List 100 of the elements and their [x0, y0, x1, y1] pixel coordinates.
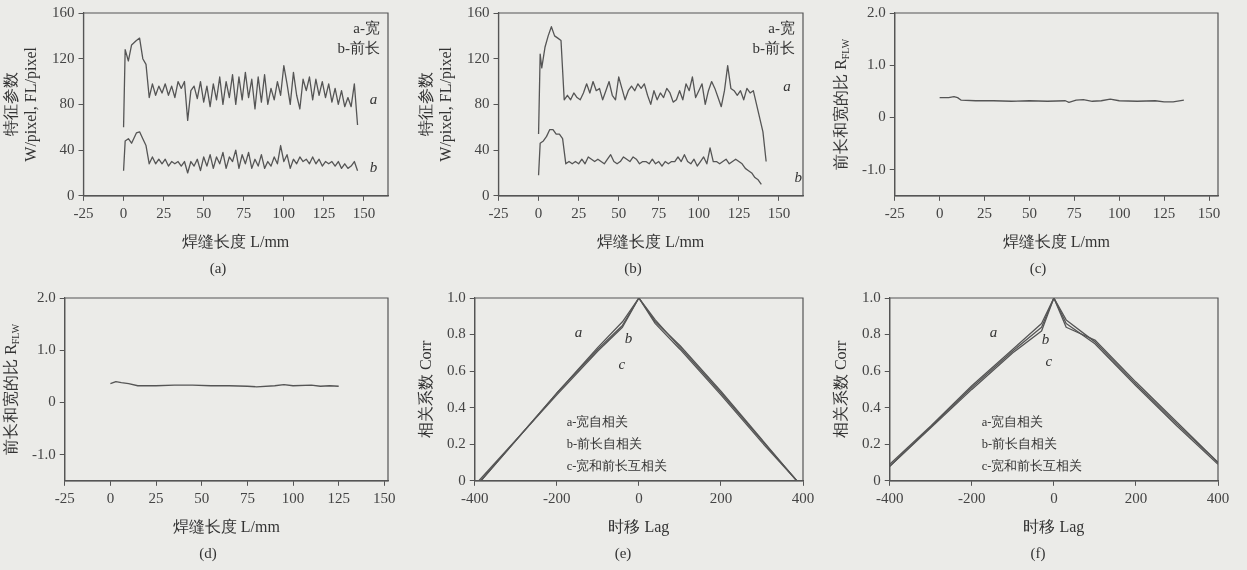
x-tick-label: 400 — [791, 489, 815, 506]
y-axis-title: 相关系数 Corr — [832, 340, 850, 439]
x-tick-label: 400 — [1206, 489, 1230, 506]
x-tick-label: -25 — [884, 204, 905, 221]
y-tick-label: 0.8 — [447, 325, 466, 342]
x-tick-label: 0 — [1050, 489, 1058, 506]
y-tick-label: 40 — [474, 141, 490, 158]
series-label: a — [783, 77, 791, 94]
x-tick-label: 75 — [236, 204, 252, 221]
y-tick-label: 0 — [873, 471, 881, 488]
y-tick-label: 0.6 — [862, 362, 882, 379]
x-tick-label: 25 — [571, 204, 587, 221]
x-tick-label: 150 — [352, 204, 376, 221]
x-tick-label: 0 — [635, 489, 643, 506]
y-tick-label: 40 — [59, 141, 75, 158]
y-tick-label: 0.4 — [862, 398, 882, 415]
x-tick-label: 0 — [534, 204, 543, 221]
annotation: a-宽 — [768, 19, 795, 36]
x-tick-label: 125 — [727, 204, 751, 221]
y-axis-title: 特征参数 W/pixel, FL/pixel — [417, 46, 456, 162]
y-tick-label: 160 — [52, 3, 75, 20]
y-tick-label: 1.0 — [867, 56, 886, 73]
x-tick-label: 0 — [119, 204, 128, 221]
y-tick-label: 120 — [52, 49, 75, 66]
x-tick-label: -25 — [54, 489, 75, 506]
annotation: a-宽 — [353, 19, 380, 36]
y-tick-label: 0 — [458, 471, 466, 488]
y-tick-label: 2.0 — [37, 288, 56, 305]
text: (d) — [199, 544, 217, 562]
series-label: b — [1041, 331, 1050, 348]
x-tick-label: 0 — [935, 204, 944, 221]
x-tick-label: 125 — [327, 489, 350, 506]
annotation: a-宽自相关 — [566, 414, 629, 430]
x-tick-label: 0 — [106, 489, 115, 506]
x-tick-label: 150 — [373, 489, 396, 506]
annotation: b-前长自相关 — [981, 437, 1058, 452]
x-tick-label: 25 — [156, 204, 172, 221]
series-label: a — [369, 90, 378, 107]
x-tick-label: 50 — [194, 489, 210, 506]
x-axis-title: 焊缝长度 L/mm — [597, 232, 705, 250]
x-tick-label: -25 — [488, 204, 509, 221]
text: (f) — [1030, 544, 1046, 562]
y-tick-label: -1.0 — [32, 445, 56, 462]
text: (a) — [209, 259, 227, 277]
x-tick-label: 75 — [239, 489, 255, 506]
x-tick-label: 25 — [148, 489, 164, 506]
y-tick-label: 0 — [67, 186, 75, 203]
y-tick-label: 0 — [482, 186, 490, 203]
y-tick-label: 0 — [48, 393, 56, 410]
x-tick-label: 200 — [1124, 489, 1148, 506]
x-tick-label: 150 — [1197, 204, 1221, 221]
y-tick-label: 0.2 — [862, 435, 881, 452]
y-tick-label: 0 — [878, 108, 886, 125]
y-axis-title: 前长和宽的比 RFLW — [2, 323, 22, 455]
y-tick-label: 120 — [467, 49, 490, 66]
y-axis-title: 特征参数 W/pixel, FL/pixel — [2, 46, 41, 162]
x-tick-label: 150 — [767, 204, 791, 221]
x-tick-label: -200 — [958, 489, 986, 506]
x-tick-label: 75 — [651, 204, 667, 221]
series-label: b — [624, 330, 633, 347]
y-axis-title: 前长和宽的比 RFLW — [832, 38, 852, 170]
x-tick-label: 100 — [281, 489, 305, 506]
x-tick-label: 50 — [611, 204, 627, 221]
y-tick-label: -1.0 — [862, 160, 886, 177]
series-label: c — [1045, 352, 1053, 369]
x-tick-label: 200 — [709, 489, 733, 506]
y-tick-label: 0.2 — [447, 435, 466, 452]
x-axis-title: 焊缝长度 L/mm — [172, 517, 281, 535]
x-tick-label: -25 — [73, 204, 94, 221]
y-tick-label: 0.8 — [862, 325, 881, 342]
text: (c) — [1029, 259, 1047, 277]
x-tick-label: 75 — [1066, 204, 1082, 221]
annotation: b-前长自相关 — [566, 437, 643, 452]
x-tick-label: 125 — [312, 204, 336, 221]
series-label: a — [574, 323, 583, 340]
y-tick-label: 80 — [474, 95, 490, 112]
x-tick-label: 100 — [1107, 204, 1131, 221]
series-label: b — [369, 158, 378, 175]
annotation: c-宽和前长互相关 — [981, 458, 1083, 474]
x-axis-title: 时移 Lag — [1023, 517, 1085, 536]
x-tick-label: 25 — [977, 204, 993, 221]
y-tick-label: 1.0 — [447, 288, 466, 305]
y-axis-title: 相关系数 Corr — [417, 340, 435, 439]
text: b — [794, 169, 803, 186]
x-tick-label: 100 — [272, 204, 296, 221]
y-tick-label: 0.6 — [447, 362, 467, 379]
annotation: b-前长 — [752, 39, 795, 56]
series-label: c — [618, 355, 626, 372]
x-axis-title: 焊缝长度 L/mm — [182, 232, 290, 250]
y-tick-label: 1.0 — [37, 341, 56, 358]
text: (b) — [624, 259, 642, 277]
y-tick-label: 80 — [59, 95, 75, 112]
x-axis-title: 焊缝长度 L/mm — [1002, 232, 1111, 250]
y-tick-label: 2.0 — [867, 3, 886, 20]
y-tick-label: 0.4 — [447, 398, 467, 415]
y-tick-label: 1.0 — [862, 288, 881, 305]
x-tick-label: -400 — [461, 489, 489, 506]
annotation: c-宽和前长互相关 — [566, 458, 668, 474]
series-label: a — [989, 323, 998, 340]
x-tick-label: 125 — [1152, 204, 1176, 221]
